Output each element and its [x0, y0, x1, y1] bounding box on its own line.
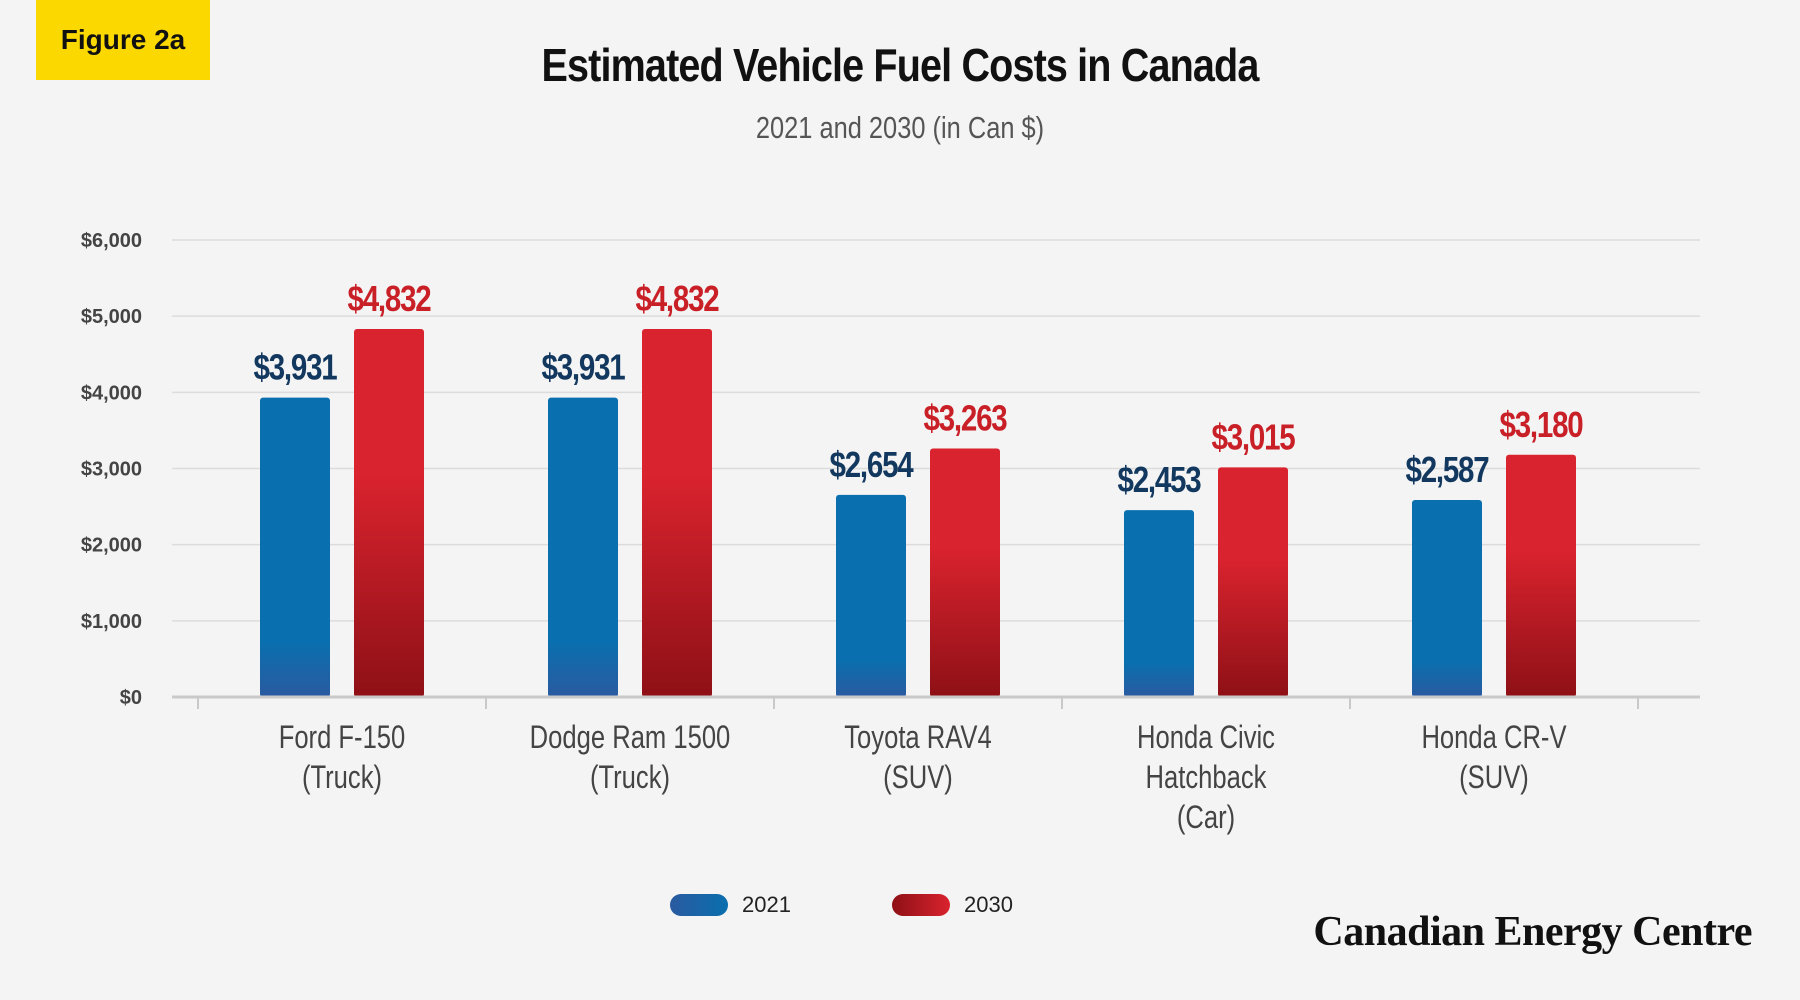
bar-2021-0: [260, 397, 330, 697]
legend-item-2021: 2021: [670, 892, 791, 918]
x-tick-label-0: Ford F-150 (Truck): [279, 720, 406, 795]
legend-swatch-2021: [670, 894, 728, 916]
bar-2030-0: [354, 328, 424, 697]
bar-2030-4: [1506, 454, 1576, 697]
x-tick-label-line: (SUV): [1459, 760, 1529, 795]
legend-swatch-2030: [892, 894, 950, 916]
y-tick-label: $2,000: [81, 535, 142, 557]
data-labels: $3,931$4,832$3,931$4,832$2,654$3,263$2,4…: [254, 278, 1584, 500]
x-tick-label-line: Honda Civic: [1137, 720, 1275, 755]
figure-badge: Figure 2a: [36, 0, 210, 80]
x-tick-label-line: Dodge Ram 1500: [530, 720, 731, 755]
legend-label-2030: 2030: [964, 892, 1013, 917]
data-label-2030-2: $3,263: [924, 398, 1008, 438]
x-axis: Ford F-150 (Truck) Dodge Ram 1500 (Truck) To…: [172, 695, 1700, 836]
x-tick-label-line: Toyota RAV4: [844, 720, 991, 755]
bars: [260, 328, 1576, 697]
data-label-2021-4: $2,587: [1406, 449, 1489, 489]
data-label-2021-2: $2,654: [830, 444, 915, 484]
y-tick-label: $6,000: [81, 230, 142, 252]
x-tick-label-line: (Car): [1177, 800, 1235, 835]
chart-title: Estimated Vehicle Fuel Costs in Canada: [541, 39, 1260, 91]
x-tick-label-line: (Truck): [590, 760, 670, 795]
data-label-2021-0: $3,931: [254, 347, 338, 387]
legend: 2021 2030: [0, 892, 1800, 922]
bar-2021-1: [548, 397, 618, 697]
data-label-2030-1: $4,832: [636, 278, 719, 318]
y-tick-label: $3,000: [81, 459, 142, 481]
bar-2030-2: [930, 448, 1000, 697]
data-label-2030-0: $4,832: [348, 278, 431, 318]
data-label-2021-1: $3,931: [542, 347, 626, 387]
bar-2021-2: [836, 494, 906, 697]
bar-2030-1: [642, 328, 712, 697]
data-label-2021-3: $2,453: [1118, 459, 1202, 499]
x-tick-label-2: Toyota RAV4 (SUV): [844, 720, 991, 795]
x-tick-label-line: Honda CR-V: [1421, 720, 1567, 755]
y-axis-ticks: $0 $1,000 $2,000 $3,000 $4,000 $5,000 $6,000: [81, 230, 142, 709]
x-tick-label-line: Hatchback: [1146, 760, 1267, 795]
x-tick-label-4: Honda CR-V (SUV): [1421, 720, 1567, 795]
x-tick-label-line: Ford F-150: [279, 720, 406, 755]
bar-2021-4: [1412, 499, 1482, 697]
y-tick-label: $0: [120, 687, 142, 709]
x-tick-label-1: Dodge Ram 1500 (Truck): [530, 720, 731, 795]
y-tick-label: $5,000: [81, 306, 142, 328]
x-tick-label-line: (SUV): [883, 760, 953, 795]
chart-subtitle: 2021 and 2030 (in Can $): [755, 110, 1045, 145]
data-label-2030-4: $3,180: [1500, 404, 1583, 444]
y-tick-label: $4,000: [81, 382, 142, 404]
bar-2030-3: [1218, 467, 1288, 697]
y-tick-label: $1,000: [81, 611, 142, 633]
x-tick-label-3: Honda Civic Hatchback (Car): [1137, 720, 1275, 835]
bar-chart: $0 $1,000 $2,000 $3,000 $4,000 $5,000 $6,000 $…: [81, 230, 1700, 836]
bar-2021-3: [1124, 510, 1194, 697]
legend-label-2021: 2021: [742, 892, 791, 917]
data-label-2030-3: $3,015: [1212, 417, 1296, 457]
legend-item-2030: 2030: [892, 892, 1013, 918]
x-tick-label-line: (Truck): [302, 760, 382, 795]
publisher-logo: Canadian Energy Centre: [1313, 909, 1752, 955]
